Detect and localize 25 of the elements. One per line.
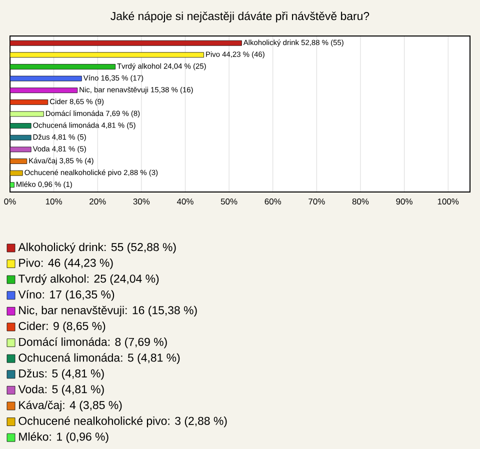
legend-label: Cider: 9 (8,65 %) bbox=[18, 322, 106, 332]
x-tick-label: 0% bbox=[4, 198, 16, 204]
x-tick-label: 20% bbox=[90, 198, 106, 204]
legend-label: Voda: 5 (4,81 %) bbox=[18, 384, 104, 396]
legend-label: Džus: 5 (4,81 %) bbox=[19, 369, 104, 380]
x-tick-label: 10% bbox=[46, 198, 62, 204]
x-tick-label: 50% bbox=[220, 198, 238, 204]
legend-label: Ochucené nealkoholické pivo: 3 (2,88 %) bbox=[18, 416, 227, 428]
x-tick-label: 40% bbox=[176, 198, 194, 204]
x-tick-label: 80% bbox=[352, 198, 369, 204]
x-tick-label: 70% bbox=[308, 198, 325, 204]
legend-label: Nic, bar nenavštěvuji: 16 (15,38 %) bbox=[19, 306, 197, 317]
legend-label: Ochucená limonáda: 5 (4,81 %) bbox=[18, 353, 180, 364]
legend-label: Tvrdý alkohol: 25 (24,04 %) bbox=[18, 274, 159, 285]
x-tick-label: 30% bbox=[133, 198, 150, 204]
legend-label: Víno: 17 (16,35 %) bbox=[18, 290, 114, 301]
legend-label: Pivo: 46 (44,23 %) bbox=[19, 258, 113, 270]
x-tick-label: 100% bbox=[438, 198, 459, 204]
legend-label: Domácí limonáda: 8 (7,69 %) bbox=[19, 337, 167, 348]
chart-title: Jaké nápoje si nejčastěji dáváte při návštěvě baru? bbox=[110, 12, 370, 22]
legend-label: Alkoholický drink: 55 (52,88 %) bbox=[18, 242, 176, 254]
x-tick-label: 60% bbox=[264, 198, 282, 204]
legend-label: Káva/čaj: 4 (3,85 %) bbox=[19, 400, 122, 412]
x-tick-label: 90% bbox=[396, 198, 412, 204]
legend-label: Mléko: 1 (0,96 %) bbox=[19, 432, 108, 443]
